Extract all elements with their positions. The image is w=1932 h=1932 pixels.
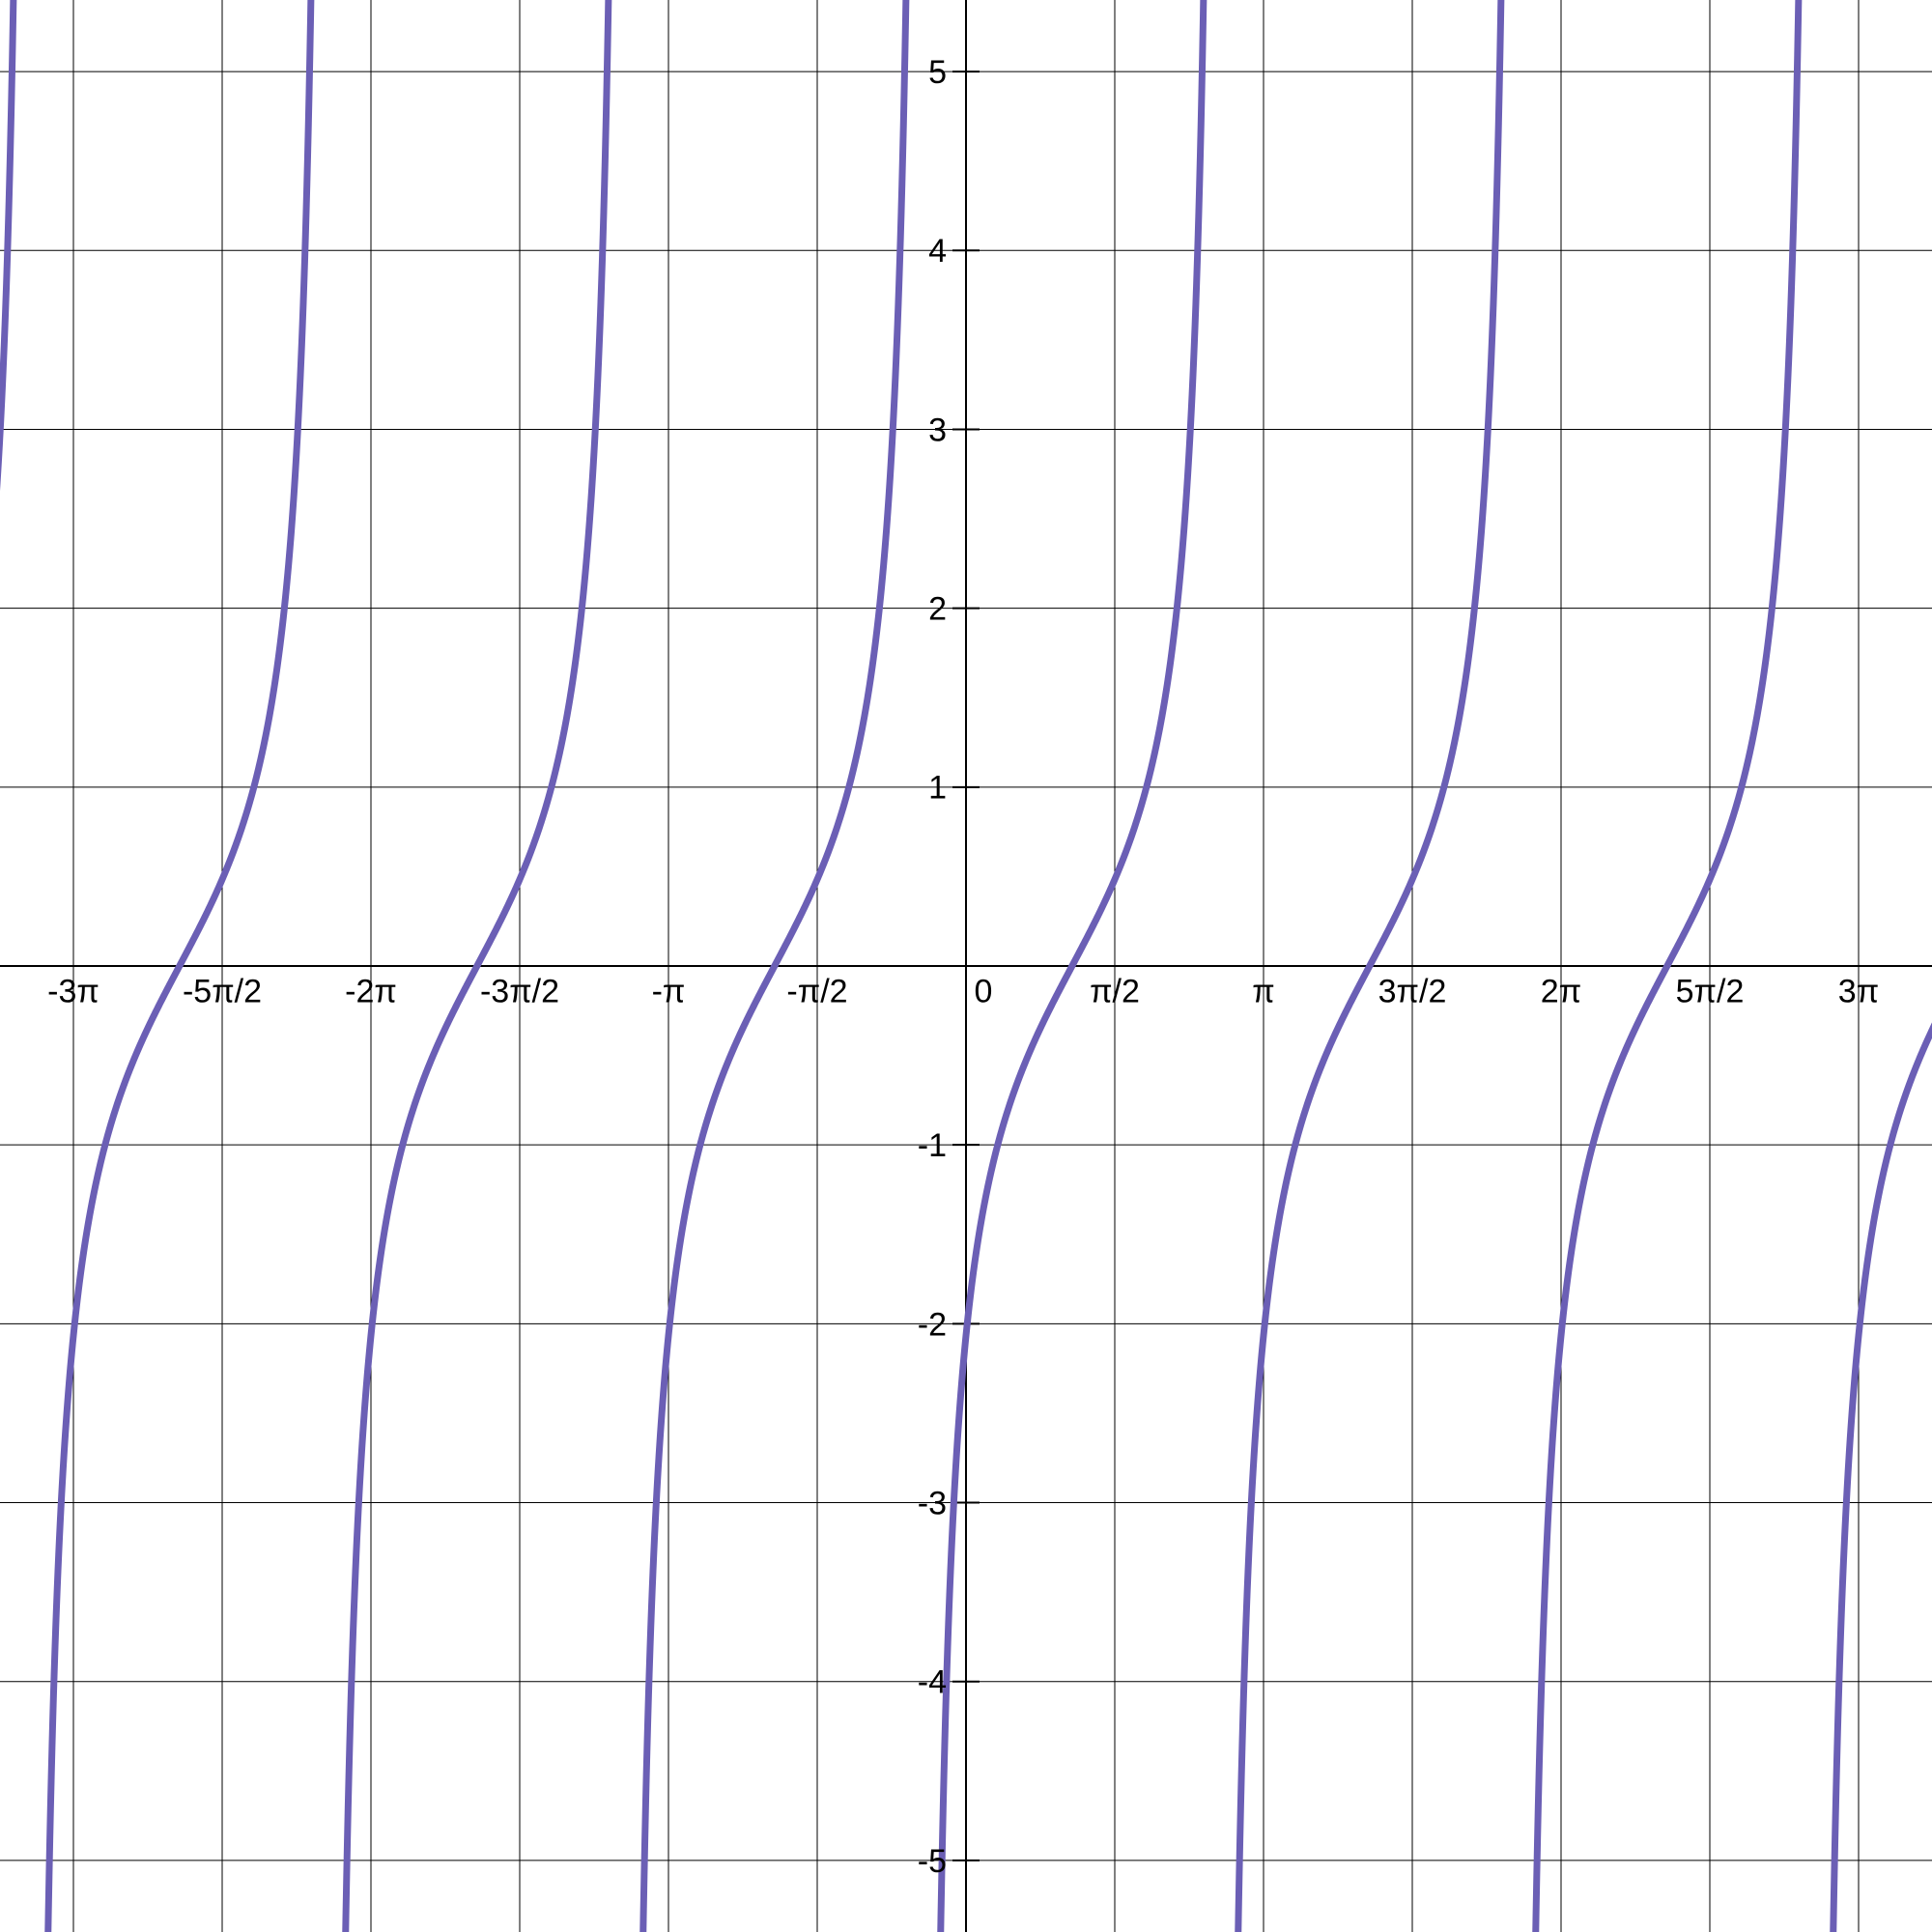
tangent-chart: -3π -5π/2 -2π -3π/2 -π -π/2 0 π/2 π 3π/2 2π 5π/2 3π -…	[0, 0, 1932, 1932]
x-tick-label: -π	[652, 973, 686, 1009]
y-tick-label: -3	[918, 1485, 947, 1521]
y-tick-label: 5	[928, 54, 947, 91]
x-tick-label: 3π	[1838, 973, 1879, 1009]
x-tick-label: -π/2	[786, 973, 847, 1009]
x-tick-label: 3π/2	[1378, 973, 1447, 1009]
y-tick-label: 2	[928, 591, 947, 628]
y-tick-label: -4	[918, 1664, 947, 1701]
x-tick-label: -3π/2	[480, 973, 559, 1009]
x-tick-label: 2π	[1541, 973, 1581, 1009]
y-tick-label: 3	[928, 412, 947, 448]
y-tick-label: 1	[928, 770, 947, 807]
x-tick-label: -2π	[345, 973, 397, 1009]
y-tick-label: -2	[918, 1306, 947, 1343]
x-tick-label: 0	[975, 973, 993, 1009]
y-tick-label: -1	[918, 1127, 947, 1164]
y-tick-label: -5	[918, 1843, 947, 1880]
x-tick-label: 5π/2	[1676, 973, 1745, 1009]
x-tick-label: π	[1252, 973, 1274, 1009]
y-tick-label: 4	[928, 233, 947, 270]
x-tick-label: -5π/2	[183, 973, 262, 1009]
x-tick-label: -3π	[47, 973, 99, 1009]
x-tick-label: π/2	[1090, 973, 1140, 1009]
